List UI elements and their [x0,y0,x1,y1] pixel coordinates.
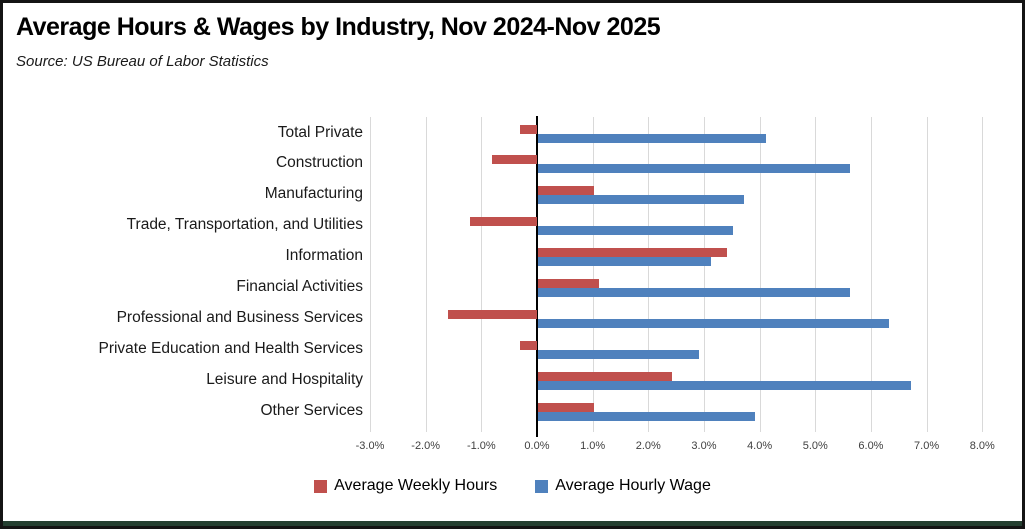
bar-hourly-wage-0 [537,133,767,143]
bar-weekly-hours-4 [537,248,728,258]
bar-weekly-hours-5 [537,279,600,288]
gridline [982,117,984,432]
legend-label-hourly-wage: Average Hourly Wage [555,477,711,494]
x-axis-tick-label: -2.0% [411,440,441,452]
bar-hourly-wage-2 [537,195,744,205]
bar-weekly-hours-6 [447,309,537,319]
x-axis-tick-label: 8.0% [969,440,995,452]
gridline [815,117,817,432]
category-label: Information [285,247,363,265]
x-axis-tick-label: 6.0% [858,440,884,452]
x-axis-tick-label: 0.0% [524,440,550,452]
x-axis-tick-label: 5.0% [802,440,828,452]
plot-area: -3.0% -2.0% -1.0% 0.0% 1.0% 2.0% 3.0% 4.0% 5.0% 6… [3,3,1022,526]
x-axis-tick-label: -3.0% [355,440,385,452]
gridline [370,117,371,432]
category-label: Financial Activities [236,278,363,295]
bar-hourly-wage-8 [537,380,911,390]
bar-hourly-wage-1 [537,164,850,174]
bar-hourly-wage-9 [537,411,756,421]
category-label: Other Services [260,401,363,419]
hourly-wage-swatch-icon [535,479,549,493]
legend: Average Weekly Hours Average Hourly Wage [3,477,1022,495]
bar-weekly-hours-2 [537,186,594,196]
bar-hourly-wage-3 [537,226,733,236]
gridline [425,117,427,432]
gridline [648,117,650,432]
x-axis-tick-label: 7.0% [914,440,940,452]
category-label: Manufacturing [264,185,363,203]
bar-weekly-hours-9 [537,402,594,412]
x-axis-tick-label: 3.0% [691,440,717,452]
bar-hourly-wage-7 [537,349,700,359]
bar-hourly-wage-4 [537,257,711,267]
category-label: Professional and Business Services [116,308,363,326]
bar-hourly-wage-6 [537,318,889,328]
x-axis-tick-label: 4.0% [747,440,773,452]
zero-axis-line [535,116,538,437]
legend-label-weekly-hours: Average Weekly Hours [334,477,498,494]
bar-weekly-hours-8 [537,371,672,381]
gridline [759,117,761,432]
chart-source: Source: US Bureau of Labor Statistics [16,53,269,70]
gridline [926,117,928,432]
weekly-hours-swatch-icon [314,479,328,493]
frame-bottom-strip [3,521,1022,526]
bar-weekly-hours-0 [520,124,537,134]
category-label: Construction [275,154,363,172]
category-label: Private Education and Health Services [98,339,363,357]
bar-weekly-hours-7 [520,340,537,350]
legend-item-hourly-wage: Average Hourly Wage [535,477,711,495]
x-axis-tick-label: 1.0% [580,440,606,452]
gridline [703,117,705,432]
x-axis-tick-label: 2.0% [635,440,661,452]
gridline [481,117,483,432]
legend-item-weekly-hours: Average Weekly Hours [314,477,497,495]
category-label: Total Private [277,123,363,141]
gridline [870,117,872,432]
bar-weekly-hours-1 [492,155,537,165]
x-axis-tick-label: -1.0% [466,440,496,452]
bar-weekly-hours-3 [470,217,537,227]
category-label: Trade, Transportation, and Utilities [126,216,363,234]
category-label: Leisure and Hospitality [206,370,363,388]
chart-title: Average Hours & Wages by Industry, Nov 2… [16,13,661,41]
bar-hourly-wage-5 [537,288,850,297]
gridline [592,117,594,432]
